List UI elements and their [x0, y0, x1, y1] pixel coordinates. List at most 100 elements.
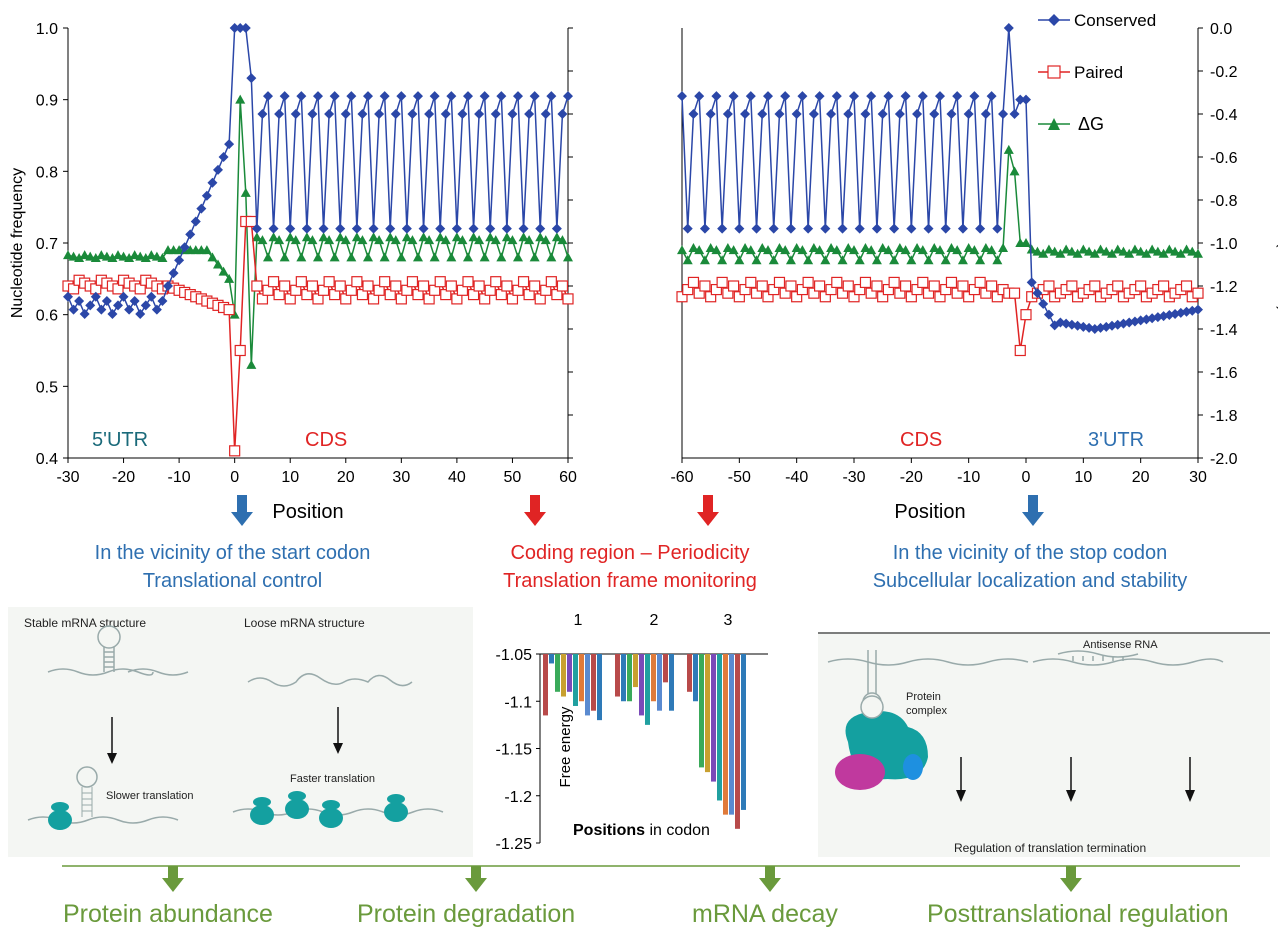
dg-marker [551, 232, 562, 242]
bar [579, 654, 584, 702]
bar [669, 654, 674, 711]
red-down-arrow [697, 495, 719, 526]
dg-marker [917, 245, 928, 255]
conserved-marker [374, 109, 385, 119]
conserved-marker [113, 300, 123, 311]
x-tick-label: -10 [957, 469, 980, 486]
conserved-marker [63, 291, 73, 302]
conserved-marker [826, 109, 837, 119]
dg-marker [151, 251, 162, 261]
dg-marker [263, 252, 273, 262]
dg-marker [1124, 248, 1135, 258]
dg-marker [301, 232, 312, 242]
paired-marker [940, 283, 952, 296]
dg-marker [268, 232, 279, 242]
translation-control-illustration: Stable mRNA structure Loose mRNA structu… [24, 616, 444, 830]
dg-marker [413, 252, 423, 262]
conserved-marker [68, 304, 79, 315]
conserved-marker [240, 23, 251, 33]
paired-marker [865, 287, 877, 299]
dg-marker [1181, 244, 1192, 254]
conserved-marker [791, 109, 802, 119]
dg-marker [860, 243, 871, 253]
bar-y-tick-label: -1.05 [496, 647, 533, 664]
antisense-rna-duplex: Antisense RNA [1032, 639, 1224, 666]
dg-marker [866, 245, 877, 255]
paired-marker [245, 215, 257, 228]
conserved-marker [346, 91, 357, 102]
dg-marker [677, 245, 687, 255]
legend-paired-label: Paired [1074, 63, 1123, 82]
dg-marker [986, 245, 997, 255]
conserved-marker [860, 109, 871, 119]
conserved-marker [101, 296, 112, 307]
paired-marker [279, 280, 291, 292]
dg-marker [390, 235, 401, 245]
paired-marker [1020, 309, 1032, 321]
dg-marker [335, 232, 346, 242]
paired-marker [796, 283, 808, 296]
region-label: 5'UTR [92, 429, 148, 451]
paired-marker [1014, 344, 1026, 357]
down-arrow [1185, 757, 1195, 802]
y-tick-label: 1.0 [36, 21, 58, 38]
dg-marker [468, 232, 479, 242]
down-arrow [1066, 757, 1076, 802]
dg-marker [1095, 244, 1106, 254]
dg-marker [401, 232, 412, 242]
conserved-marker [1009, 109, 1020, 119]
conserved-marker [831, 91, 842, 102]
conserved-marker [407, 109, 418, 119]
conserved-marker [413, 91, 423, 102]
dg-marker [877, 243, 888, 253]
slower-translation-diagram: Slower translation [27, 766, 193, 830]
dg-marker [912, 243, 923, 253]
paired-marker [842, 280, 854, 292]
conserved-marker [688, 109, 699, 119]
conserved-marker [246, 73, 257, 84]
conserved-marker [268, 223, 279, 234]
paired-marker [877, 291, 889, 303]
dg-marker [435, 232, 446, 242]
dg-marker [1147, 244, 1158, 254]
legend-dg-marker [1048, 118, 1060, 130]
dg-marker [463, 252, 473, 262]
legend-conserved-label: Conserved [1074, 11, 1156, 30]
conserved-marker [986, 91, 997, 102]
conserved-marker [728, 91, 739, 102]
green-down-arrow [465, 866, 487, 892]
conserved-marker [677, 91, 687, 102]
dg-marker [429, 252, 440, 262]
conserved-marker [1055, 317, 1066, 328]
red-down-arrow [524, 495, 546, 526]
conserved-marker [1003, 23, 1014, 33]
right-axis-title: ΔG (kcal/mol) [1276, 215, 1278, 312]
dg-marker [797, 245, 808, 255]
start-caption-1: In the vicinity of the start codon [94, 542, 371, 564]
conserved-marker [340, 109, 351, 119]
dg-marker [1089, 248, 1100, 258]
conserved-marker [711, 91, 722, 102]
paired-marker [986, 280, 998, 292]
bar [735, 654, 740, 829]
paired-marker [945, 276, 958, 289]
right-tick-label: -1.2 [1210, 279, 1238, 296]
conserved-marker [1026, 277, 1037, 288]
y-tick-label: 0.4 [36, 451, 58, 468]
dg-marker [479, 252, 490, 262]
dg-marker [346, 252, 357, 262]
dg-marker [446, 252, 457, 262]
bar [543, 654, 548, 716]
dg-marker [952, 245, 963, 255]
bar [621, 654, 626, 702]
paired-marker [991, 291, 1003, 303]
dg-marker [929, 243, 940, 253]
x-tick-label: -40 [785, 469, 808, 486]
dg-marker [251, 232, 262, 242]
dg-marker [694, 245, 705, 255]
conserved-marker [1021, 94, 1031, 105]
paired-marker [980, 287, 992, 299]
paired-marker [676, 291, 688, 303]
bar [549, 654, 554, 664]
paired-marker [251, 280, 263, 292]
